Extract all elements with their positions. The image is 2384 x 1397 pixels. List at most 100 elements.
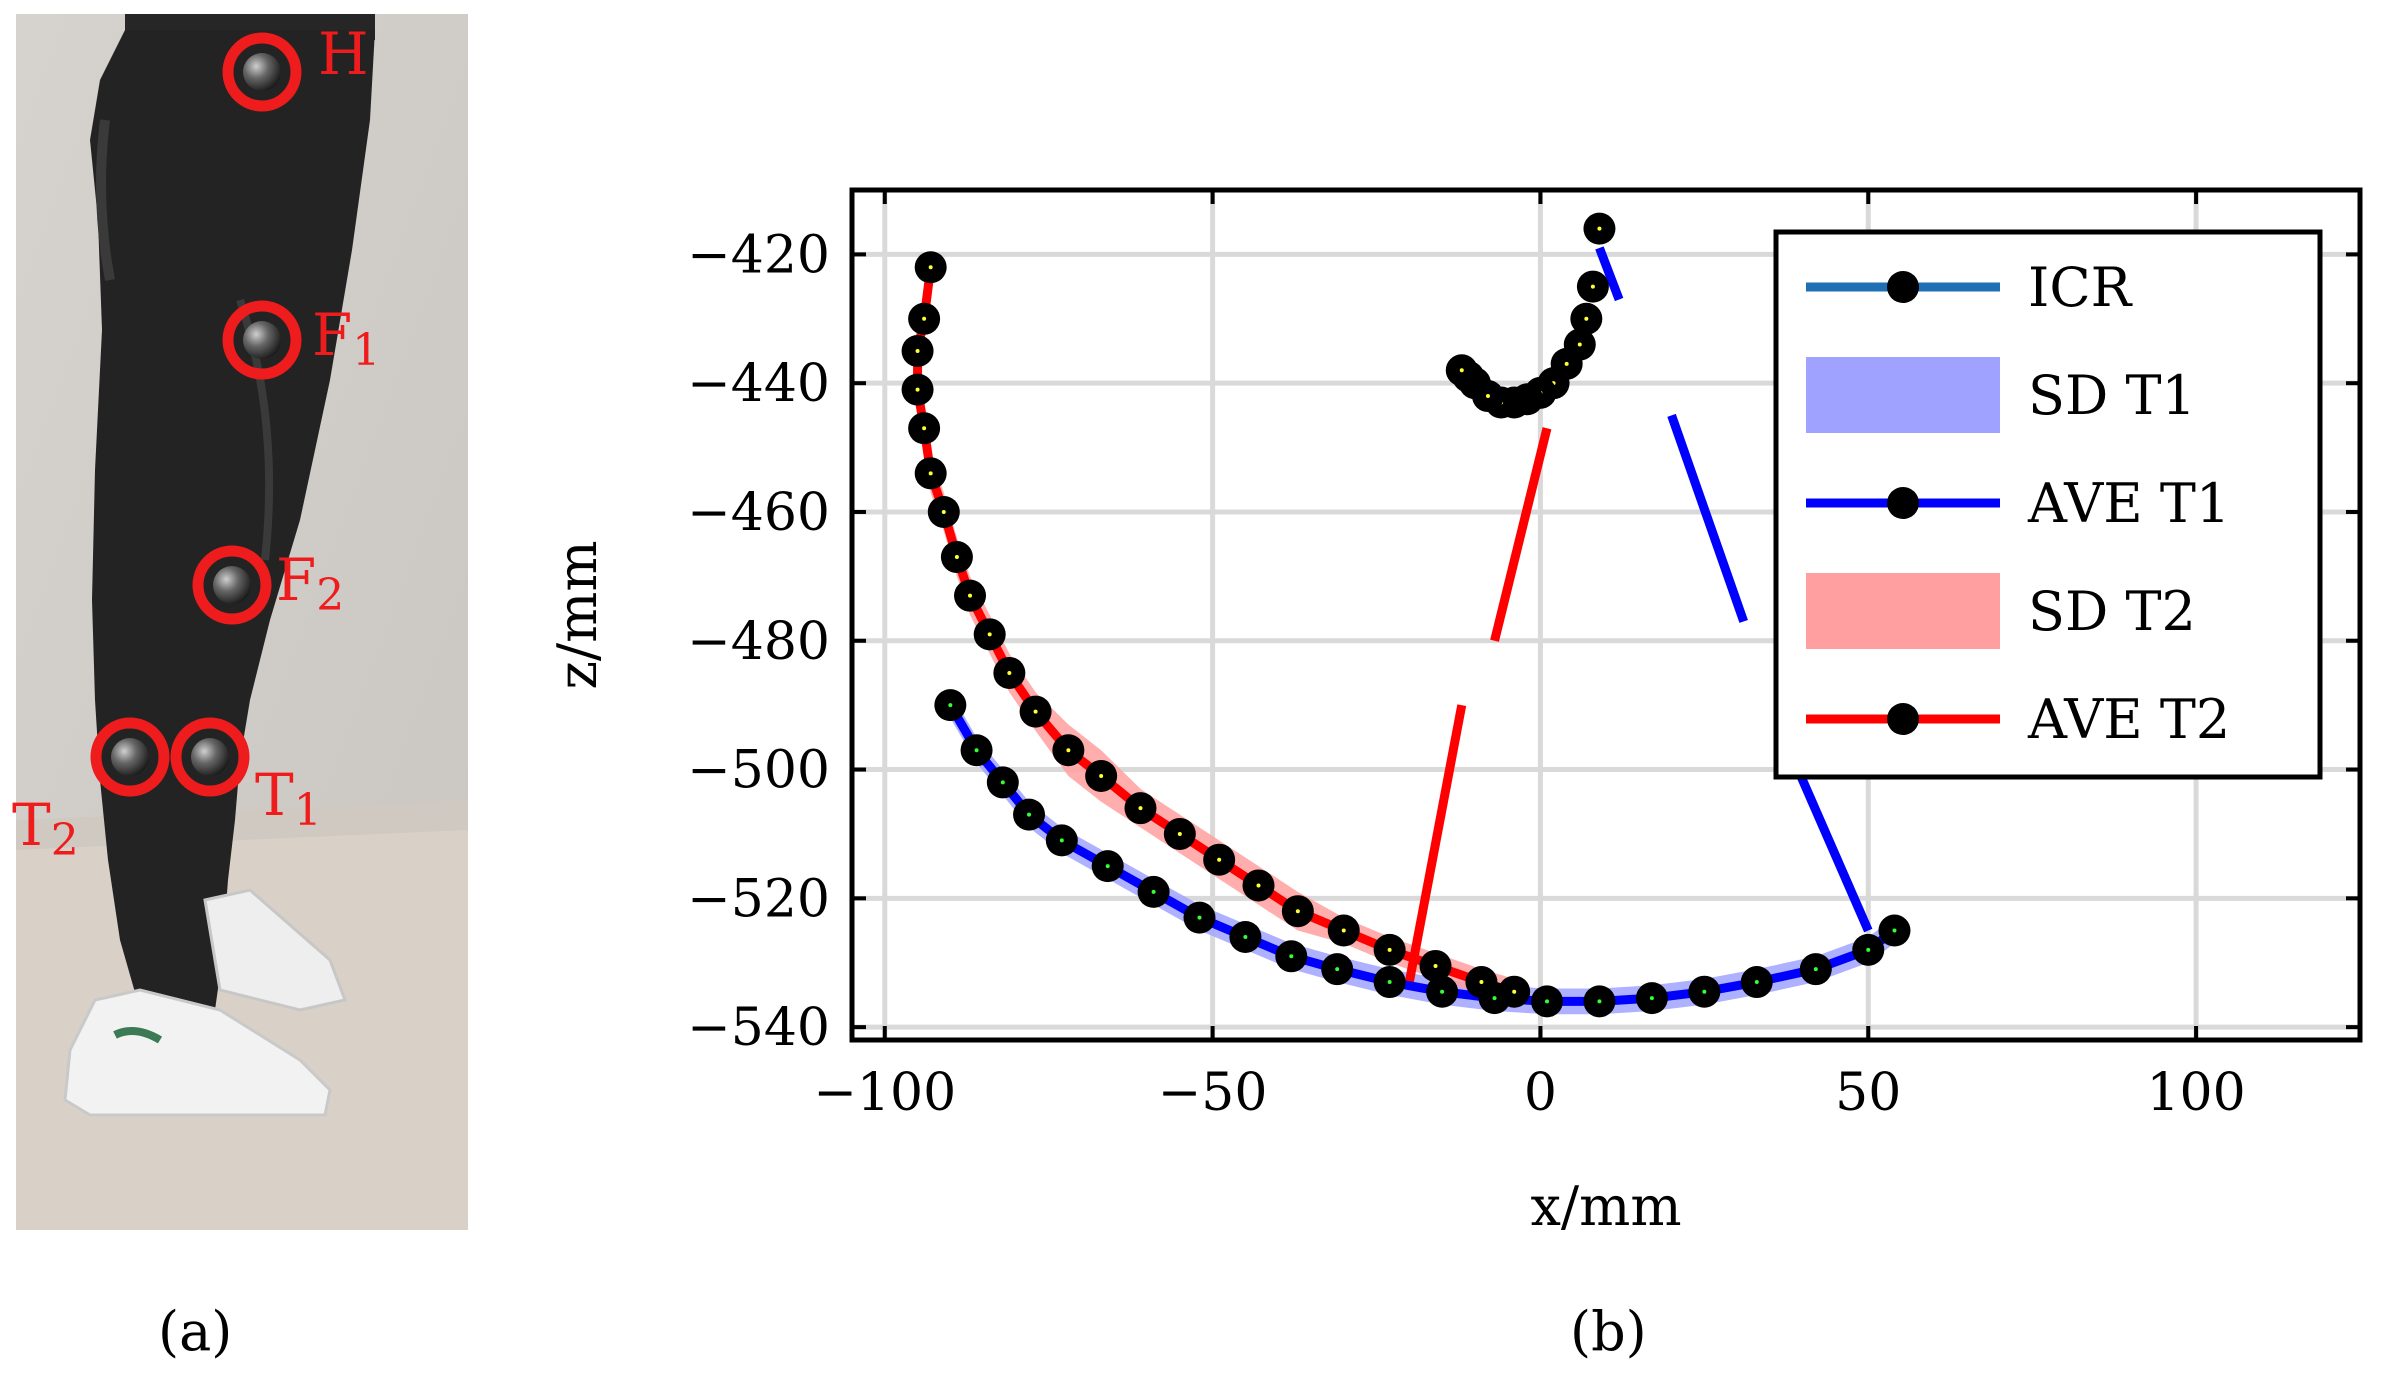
point-center-ave-t2 [1007,670,1012,675]
connector-segment [1595,246,1624,302]
point-center-ave-t2 [1099,773,1104,778]
point-center-ave-t2 [1387,947,1392,952]
marker-ring-t1 [170,717,250,797]
y-tick-labels: −540 −520 −500 −480 −460 −440 −420 [687,225,2360,1058]
point-center-ave-t2 [928,471,933,476]
sneaker-front [63,988,332,1117]
x-tick-label: −50 [1158,1063,1268,1123]
marker-letter: T [255,761,294,829]
trouser-fold [96,119,115,281]
point-center-ave-t1 [1866,947,1871,952]
point-center-ave-t1 [1289,954,1294,959]
point-center-ave-t1 [1649,996,1654,1001]
sd-band-ave-t1 [950,692,1895,1015]
legend-label-sd-t1: SD T1 [2028,364,2196,427]
point-center-ave-t2 [1256,883,1261,888]
legend-marker-ave-t2 [1887,703,1919,735]
marker-label-f2: F2 [276,546,344,621]
point-center-ave-t2 [1341,928,1346,933]
marker-ring-t2 [90,717,170,797]
marker-ring-h [222,32,302,112]
y-axis-label: z/mm [546,540,609,689]
point-center-ave-t1 [1754,980,1759,985]
marker-subscript: 2 [51,815,79,866]
point-center-ave-t2 [922,426,927,431]
sneaker-back [203,888,348,1012]
legend-label-ave-t1: AVE T1 [2027,472,2230,535]
legend-marker-icr [1887,271,1919,303]
marker-label-t2: T2 [12,791,79,866]
point-center-ave-t2 [1295,909,1300,914]
legend-swatch-sd-t1 [1806,357,2000,433]
point-center-ave-t1 [1702,989,1707,994]
point-center-ave-t1 [1597,999,1602,1004]
point-center-icr [1459,368,1464,373]
marker-label-h: H [318,20,369,88]
panel-label-b: (b) [1570,1300,1647,1363]
legend-swatch-sd-t2 [1806,573,2000,649]
point-center-ave-t1 [1197,915,1202,920]
point-center-ave-t2 [915,348,920,353]
point-center-icr [1584,316,1589,321]
point-center-icr [1590,284,1595,289]
point-center-ave-t1 [1387,980,1392,985]
y-tick-label: −480 [687,612,830,672]
point-center-ave-t2 [1138,806,1143,811]
x-axis-label: x/mm [1530,1175,1681,1238]
point-center-ave-t2 [1433,963,1438,968]
x-tick-label: 0 [1524,1063,1557,1123]
point-center-ave-t1 [1544,999,1549,1004]
marker-letter: F [312,301,352,369]
plot-frame [849,187,2363,1043]
marker-letter: F [276,546,316,614]
x-tick-label: 100 [2146,1063,2245,1123]
point-center-ave-t2 [1217,857,1222,862]
y-tick-label: −440 [687,354,830,414]
marker-subscript: 1 [352,325,380,376]
point-center-icr [1485,394,1490,399]
marker-subscript: 1 [294,785,322,836]
point-center-ave-t1 [1059,838,1064,843]
point-center-ave-t1 [1105,864,1110,869]
marker-label-f1: F1 [312,301,380,376]
icr-chart: −100 −50 0 50 100 −540−520−500−480−460−440−4… [546,187,2363,1238]
legend-label-ave-t2: AVE T2 [2027,688,2230,751]
point-center-ave-t2 [987,632,992,637]
point-center-ave-t2 [954,555,959,560]
point-center-ave-t1 [1892,928,1897,933]
point-center-ave-t1 [1000,780,1005,785]
marker-letter: T [12,791,51,859]
point-center-ave-t2 [1066,748,1071,753]
point-center-ave-t1 [1440,989,1445,994]
point-center-icr [1597,226,1602,231]
marker-ball-f2 [213,566,251,604]
point-center-icr [1577,342,1582,347]
point-center-ave-t2 [922,316,927,321]
y-tick-label: −460 [687,483,830,543]
x-tick-label: −100 [813,1063,956,1123]
marker-ball-f1 [243,321,281,359]
x-tick-label: 50 [1835,1063,1901,1123]
connector-segment [1490,427,1552,642]
y-tick-label: −540 [687,998,830,1058]
point-center-ave-t2 [1177,831,1182,836]
shoe-logo [113,1027,163,1044]
point-center-ave-t2 [1512,989,1517,994]
connector-segment [1667,413,1748,623]
point-center-ave-t1 [1335,967,1340,972]
marker-ring-f1 [222,300,302,380]
line-ave-t1 [946,702,1898,1006]
point-center-icr [1564,361,1569,366]
panel-label-a: (a) [158,1300,233,1363]
marker-ring-f2 [192,545,272,625]
y-tick-label: −500 [687,741,830,801]
point-center-ave-t2 [915,387,920,392]
legend-label-sd-t2: SD T2 [2028,580,2196,643]
point-center-ave-t2 [1033,709,1038,714]
point-center-ave-t1 [1243,934,1248,939]
point-center-ave-t2 [968,593,973,598]
point-center-ave-t1 [1027,812,1032,817]
legend: ICR SD T1 AVE T1 SD T2 AVE T2 [1773,229,2323,780]
legend-label-icr: ICR [2028,256,2133,319]
